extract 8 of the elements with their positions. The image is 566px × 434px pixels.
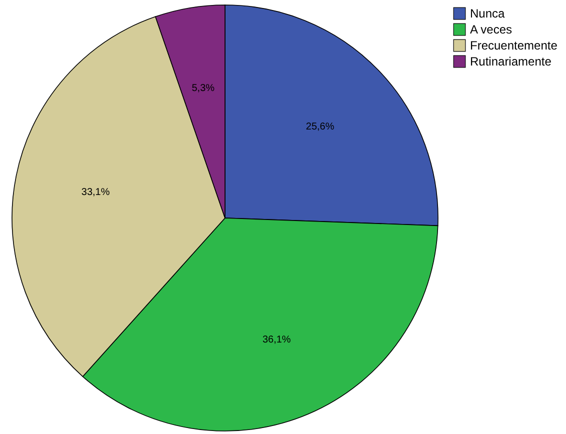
- legend-label: A veces: [470, 22, 512, 36]
- data-label: 25,6%: [306, 121, 334, 132]
- legend-label: Rutinariamente: [470, 54, 552, 68]
- data-label: 36,1%: [262, 334, 291, 346]
- data-label: 33,1%: [81, 186, 110, 198]
- data-label: 5,3%: [192, 82, 215, 94]
- legend-label: Nunca: [470, 6, 506, 20]
- legend-label: Frecuentemente: [470, 38, 558, 52]
